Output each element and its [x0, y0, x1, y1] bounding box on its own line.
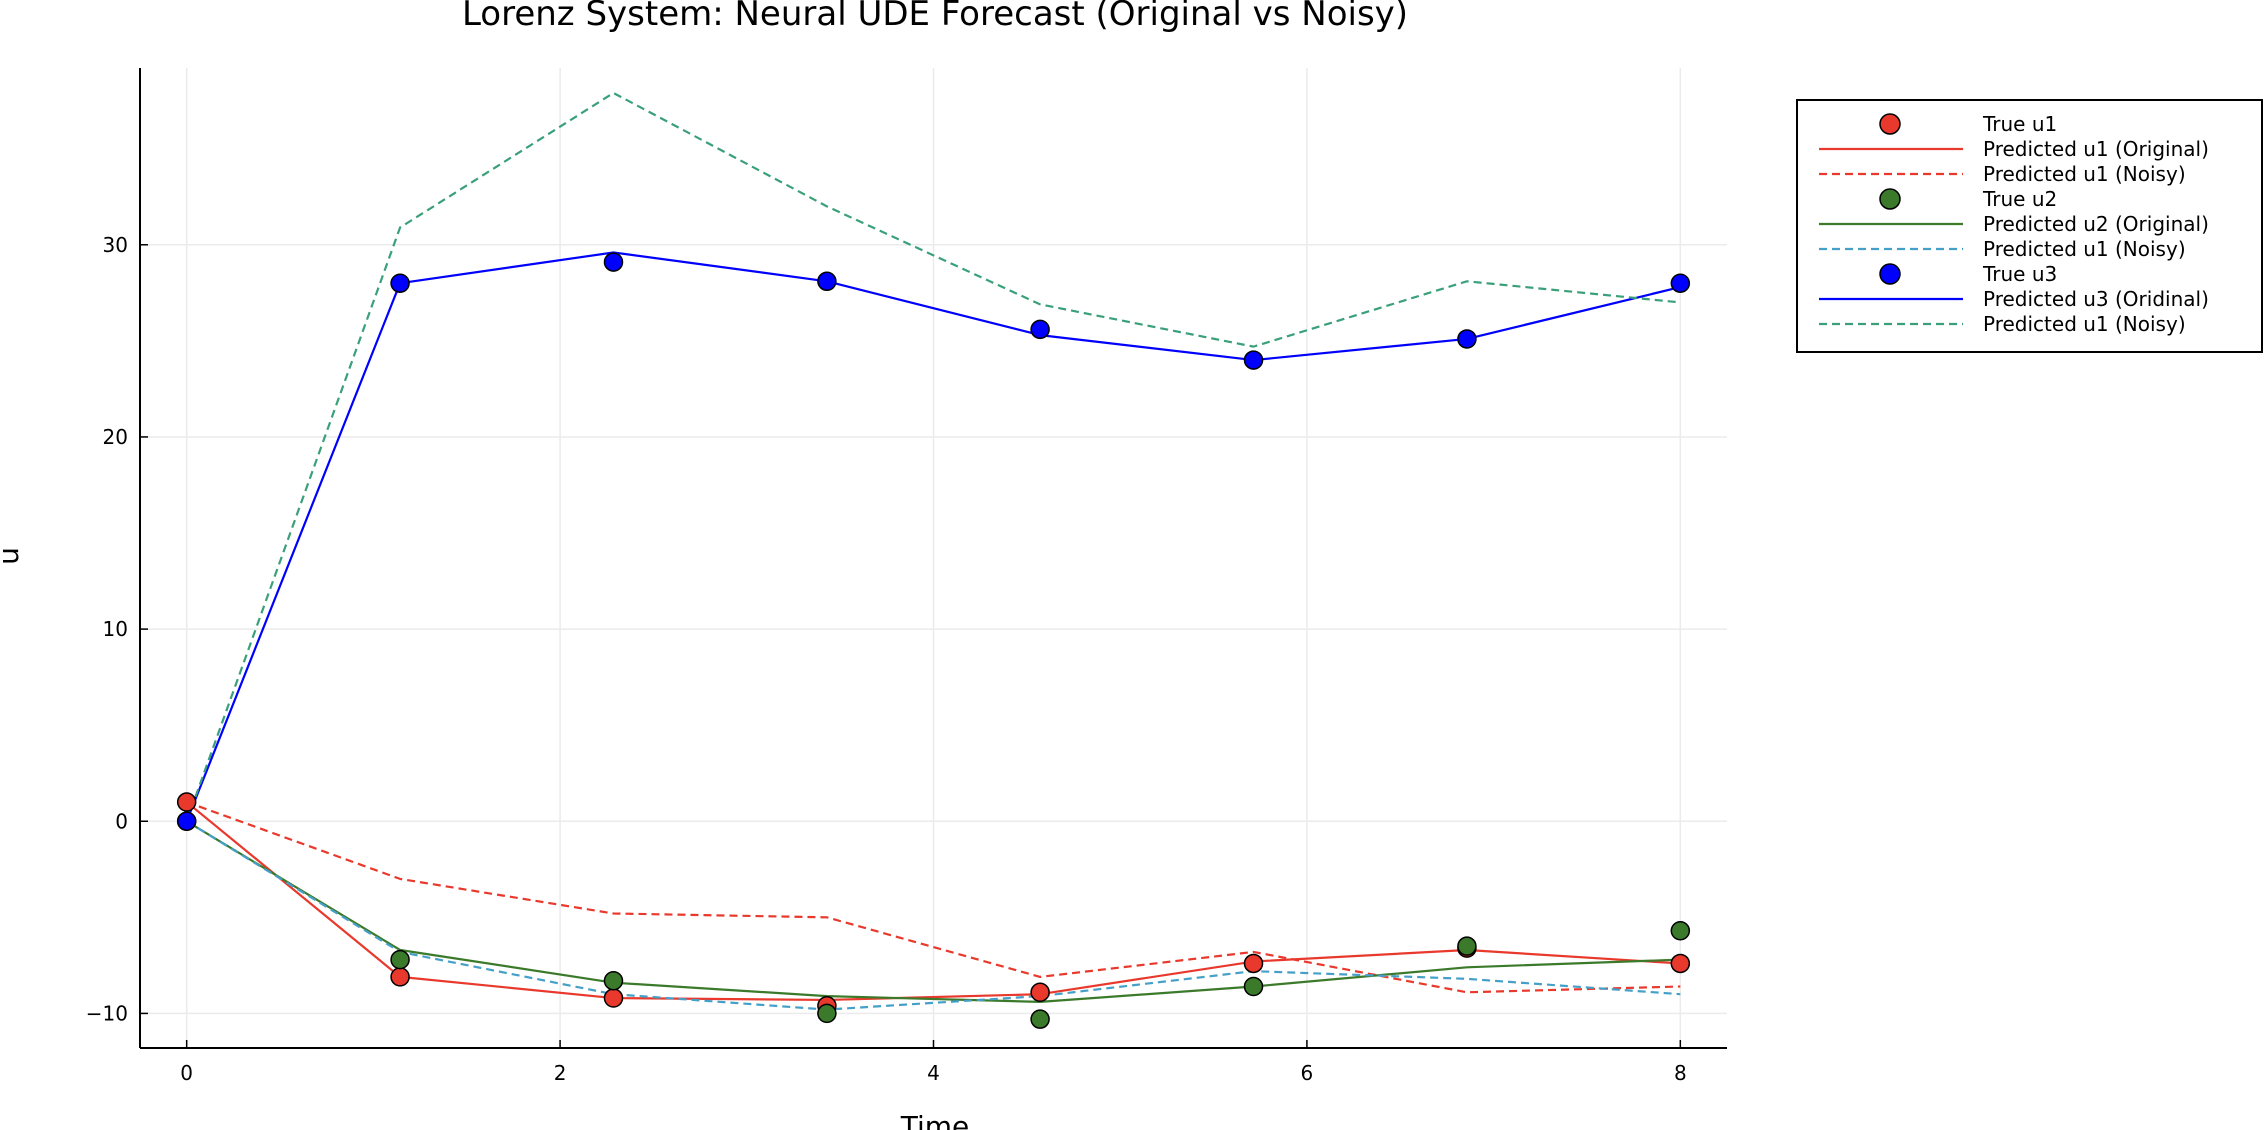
- data-point: [1243, 953, 1264, 974]
- series-line: [185, 801, 1681, 1002]
- x-axis-label: Time: [900, 1110, 970, 1130]
- data-point: [1243, 350, 1264, 370]
- data-point: [176, 792, 197, 812]
- data-point: [1670, 921, 1691, 941]
- data-point: [1670, 953, 1691, 974]
- x-tick-label: 8: [1674, 1061, 1687, 1085]
- y-tick-label: 20: [103, 425, 128, 449]
- legend-label: Predicted u1 (Noisy): [1983, 312, 2186, 336]
- data-point: [603, 988, 624, 1008]
- legend-box: [1796, 99, 2263, 353]
- legend-marker: [1879, 113, 1901, 135]
- data-point: [390, 273, 410, 293]
- ticks: 0 2 4 6 8 −10 0 10 20 30: [86, 233, 1687, 1085]
- data-point: [603, 252, 624, 272]
- data-point: [817, 1003, 837, 1024]
- data-point: [1030, 982, 1050, 1003]
- data-point: [1457, 329, 1477, 349]
- y-tick-label: 30: [103, 233, 128, 257]
- data-point: [176, 811, 197, 832]
- series-line: [186, 801, 1681, 994]
- series-layer: [176, 91, 1691, 1029]
- chart-title: Lorenz System: Neural UDE Forecast (Orig…: [462, 0, 1408, 34]
- x-tick-label: 0: [180, 1061, 193, 1085]
- grid: [140, 68, 1727, 1048]
- x-tick-label: 6: [1301, 1061, 1314, 1085]
- x-tick-label: 2: [554, 1061, 567, 1085]
- data-point: [603, 970, 624, 991]
- y-tick-label: 10: [103, 617, 128, 641]
- legend-label: Predicted u2 (Original): [1983, 212, 2209, 236]
- x-tick-label: 4: [927, 1061, 940, 1085]
- legend-label: True u1: [1982, 112, 2057, 136]
- data-point: [1030, 319, 1050, 340]
- series-line: [186, 820, 1681, 1003]
- series-line: [185, 91, 1681, 822]
- legend-marker: [1879, 188, 1901, 210]
- data-point: [1670, 273, 1691, 293]
- data-point: [1243, 976, 1264, 997]
- series-line: [186, 820, 1681, 1011]
- legend-label: Predicted u1 (Noisy): [1983, 162, 2186, 186]
- legend-label: Predicted u1 (Original): [1983, 137, 2209, 161]
- legend-label: True u2: [1982, 187, 2057, 211]
- y-axis-label: u: [0, 547, 25, 565]
- legend-marker: [1879, 263, 1901, 285]
- legend-label: Predicted u3 (Oridinal): [1983, 287, 2209, 311]
- legend-label: True u3: [1982, 262, 2057, 286]
- data-point: [1030, 1009, 1050, 1029]
- legend-label: Predicted u1 (Noisy): [1983, 237, 2186, 261]
- data-point: [390, 949, 410, 970]
- series-line: [185, 251, 1681, 822]
- data-point: [390, 967, 410, 987]
- data-point: [1457, 936, 1477, 956]
- y-tick-label: −10: [86, 1001, 128, 1025]
- data-point: [817, 271, 837, 292]
- y-tick-label: 0: [115, 809, 128, 833]
